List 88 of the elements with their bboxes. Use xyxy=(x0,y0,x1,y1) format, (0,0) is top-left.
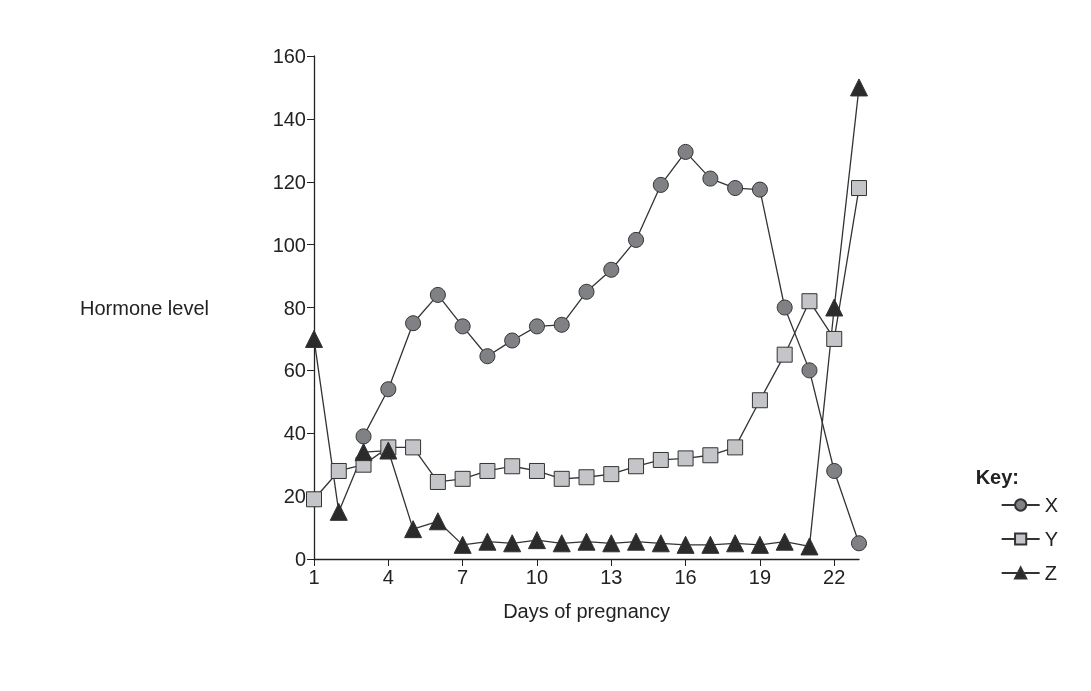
point xyxy=(479,348,496,365)
point xyxy=(553,316,570,333)
point xyxy=(404,520,423,539)
point xyxy=(652,451,669,468)
point xyxy=(776,299,793,316)
point xyxy=(851,180,867,197)
point xyxy=(379,441,398,460)
x-tick-label: 4 xyxy=(382,566,394,588)
legend-label: Y xyxy=(1044,528,1058,550)
point xyxy=(330,462,347,479)
y-axis-title: Hormone level xyxy=(80,296,209,319)
y-tick-label: 40 xyxy=(283,422,306,445)
point xyxy=(429,473,446,490)
y-tick-label: 120 xyxy=(272,170,306,193)
y-tick-label: 100 xyxy=(272,233,306,256)
x-tick-label: 10 xyxy=(525,566,549,588)
point xyxy=(504,458,521,475)
point xyxy=(751,181,768,198)
point xyxy=(727,180,744,197)
point xyxy=(825,298,844,317)
point xyxy=(578,469,595,486)
x-tick-label: 19 xyxy=(748,566,772,588)
point xyxy=(355,428,372,445)
point xyxy=(405,439,422,456)
point xyxy=(577,532,596,551)
x-tick-label: 7 xyxy=(457,566,469,588)
point xyxy=(750,535,769,554)
point xyxy=(751,392,768,409)
x-tick-label: 13 xyxy=(600,566,623,588)
point xyxy=(478,532,497,551)
legend-label: Z xyxy=(1044,562,1057,584)
point xyxy=(603,466,620,483)
point xyxy=(454,318,471,335)
point xyxy=(354,443,373,462)
point xyxy=(727,439,744,456)
point xyxy=(628,458,645,475)
point xyxy=(528,318,545,335)
point xyxy=(553,470,570,487)
point xyxy=(850,78,868,97)
y-tick-label: 0 xyxy=(294,548,306,570)
point xyxy=(800,537,819,556)
point xyxy=(801,362,818,379)
point xyxy=(651,534,670,553)
point xyxy=(454,470,471,487)
point xyxy=(627,532,646,551)
legend-label: X xyxy=(1044,494,1058,516)
y-tick-label: 60 xyxy=(283,359,306,382)
point xyxy=(504,332,521,349)
point xyxy=(429,286,446,303)
point xyxy=(676,535,695,554)
y-tick-label: 140 xyxy=(272,107,306,130)
point xyxy=(677,143,694,160)
point xyxy=(702,170,719,187)
y-tick-label: 80 xyxy=(283,296,306,319)
point xyxy=(305,329,323,348)
point xyxy=(851,535,867,552)
point xyxy=(578,283,595,300)
y-tick-label: 20 xyxy=(283,485,306,508)
point xyxy=(801,293,818,310)
point xyxy=(552,534,571,553)
point xyxy=(826,330,843,347)
point xyxy=(677,450,694,467)
y-tick-label: 160 xyxy=(272,45,306,67)
point xyxy=(726,534,745,553)
point xyxy=(380,381,397,398)
point xyxy=(776,346,793,363)
point xyxy=(428,512,447,531)
x-tick-label: 1 xyxy=(308,566,320,588)
point xyxy=(306,491,322,508)
point xyxy=(702,447,719,464)
point xyxy=(527,531,546,550)
point xyxy=(329,502,348,521)
point xyxy=(405,315,422,332)
point xyxy=(602,534,621,553)
point xyxy=(628,231,645,248)
x-axis-title: Days of pregnancy xyxy=(503,600,670,622)
x-tick-label: 16 xyxy=(674,566,697,588)
point xyxy=(701,535,720,554)
point xyxy=(453,535,472,554)
point xyxy=(528,462,545,479)
x-tick-label: 22 xyxy=(823,566,846,588)
point xyxy=(775,532,794,551)
point xyxy=(603,261,620,278)
point xyxy=(652,176,669,193)
point xyxy=(826,462,843,479)
point xyxy=(479,462,496,479)
point xyxy=(503,534,522,553)
legend-title: Key: xyxy=(975,466,1020,488)
